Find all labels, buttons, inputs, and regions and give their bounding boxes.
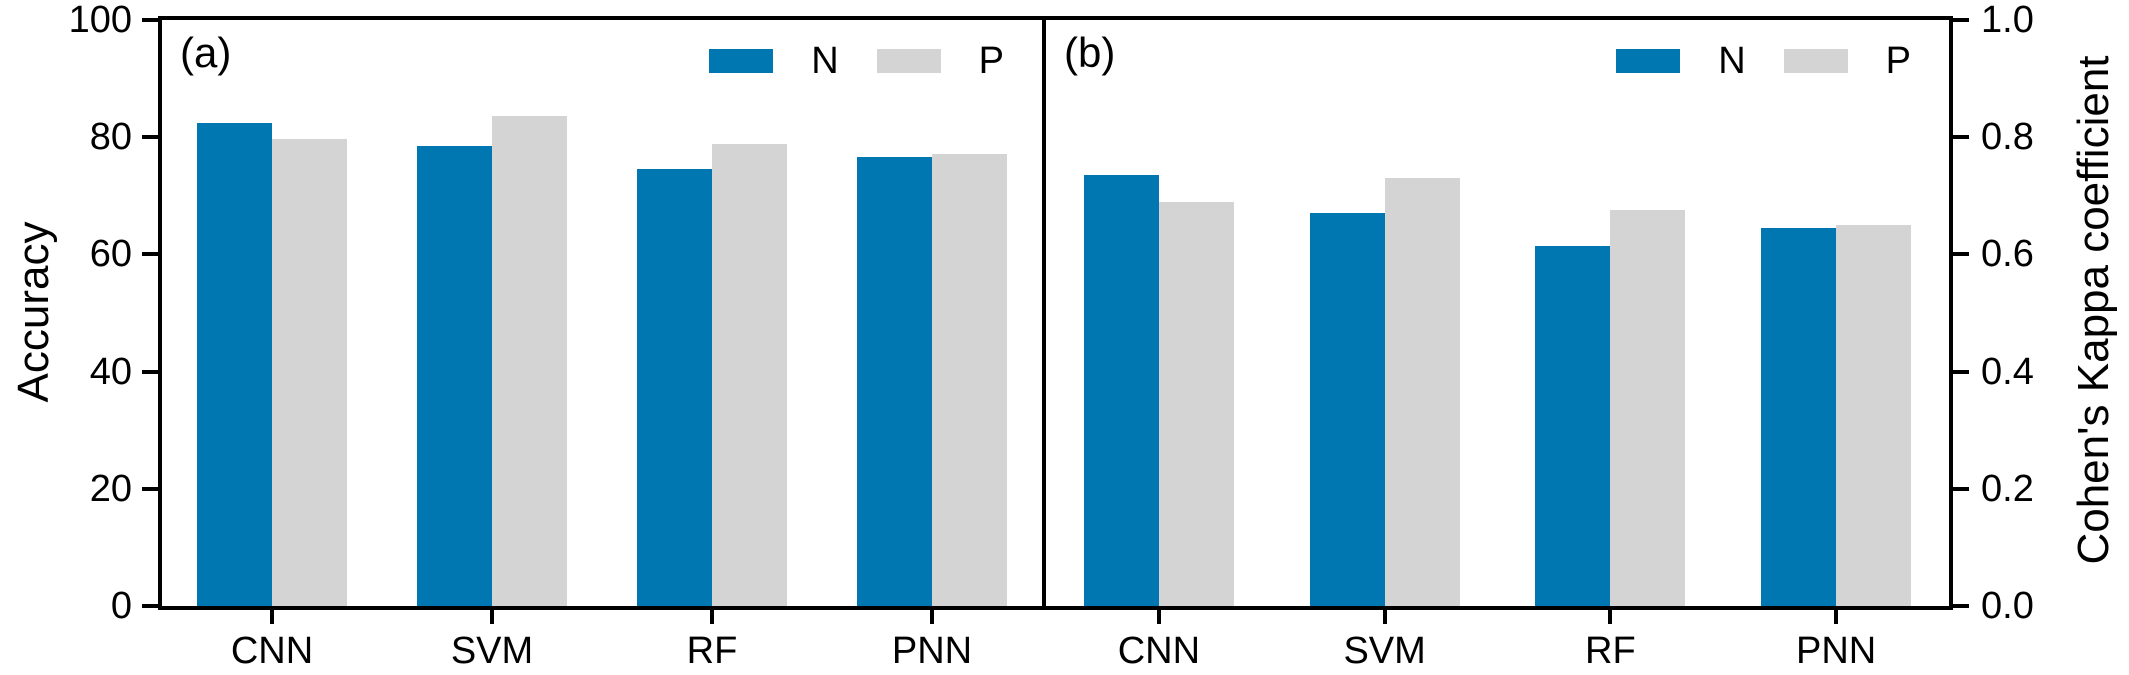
y-tick-mark: [1953, 252, 1969, 257]
bar-rf-p: [712, 143, 787, 606]
x-tick-label-rf: RF: [686, 630, 738, 672]
y-tick-label: 20: [89, 467, 132, 510]
bar-pnn-n: [1761, 228, 1837, 606]
panel-b-label: (b): [1064, 29, 1116, 76]
y-tick-label: 0.2: [1981, 467, 2034, 510]
bar-svm-p: [1384, 178, 1460, 606]
panel-a: CNN SVM RF PNN (a) N P: [162, 20, 1042, 670]
legend-label-n: N: [811, 40, 839, 82]
x-tick-label-cnn: CNN: [230, 630, 314, 672]
y-tick-mark: [1953, 486, 1969, 491]
y-tick-label: 0.8: [1981, 116, 2034, 159]
x-tick-pnn: [930, 610, 934, 624]
bar-cnn-n: [197, 122, 272, 606]
x-tick-pnn: [1834, 610, 1839, 624]
y-tick-mark: [142, 18, 158, 22]
bar-svm-n: [417, 146, 492, 606]
x-tick-svm: [490, 610, 494, 624]
x-tick-svm: [1382, 610, 1387, 624]
legend-swatch-n: [1616, 49, 1681, 73]
x-tick-rf: [710, 610, 714, 624]
legend-swatch-p: [876, 49, 941, 73]
x-tick-label-pnn: PNN: [891, 630, 973, 672]
bar-rf-n: [1535, 245, 1611, 606]
x-tick-label-cnn: CNN: [1117, 630, 1201, 672]
legend-swatch-n: [709, 49, 774, 73]
bar-pnn-p: [1836, 225, 1912, 606]
panel-b-bars: [1046, 20, 1949, 606]
y-tick-label: 80: [89, 116, 132, 159]
y-tick-mark: [1953, 135, 1969, 140]
panel-a-x-axis: CNN SVM RF PNN: [162, 20, 1042, 670]
y-tick-label: 0.4: [1981, 350, 2034, 393]
panel-divider: [1042, 20, 1046, 606]
plot-area: CNN SVM RF PNN (a) N P CNN SVM RF PNN (b) N P: [158, 16, 1953, 670]
bar-cnn-p: [272, 138, 347, 606]
panel-a-legend: N P: [709, 42, 1004, 80]
y-tick-mark: [1953, 369, 1969, 374]
y-axis-label-kappa: Cohen's Kappa coefficient: [2069, 55, 2118, 565]
y-tick-mark: [142, 369, 158, 374]
y-tick-mark: [142, 252, 158, 257]
bar-svm-n: [1309, 213, 1385, 606]
bar-svm-p: [492, 116, 567, 606]
y-tick-label: 100: [68, 0, 132, 41]
y-tick-mark: [142, 135, 158, 140]
x-tick-label-svm: SVM: [450, 630, 534, 672]
y-tick-mark: [1953, 604, 1969, 608]
x-tick-cnn: [1156, 610, 1161, 624]
panel-a-label: (a): [180, 29, 232, 76]
panel-b-x-axis: CNN SVM RF PNN: [1046, 20, 1949, 670]
bar-rf-n: [637, 169, 712, 606]
legend-label-p: P: [978, 40, 1004, 82]
x-tick-label-rf: RF: [1585, 630, 1636, 672]
x-tick-cnn: [270, 610, 274, 624]
y-tick-label: 1.0: [1981, 0, 2034, 41]
panel-b-legend: N P: [1616, 42, 1911, 80]
panel-a-bars: [162, 20, 1042, 606]
y-tick-label: 0.0: [1981, 585, 2034, 627]
legend-swatch-p: [1783, 49, 1848, 73]
bar-cnn-n: [1083, 175, 1159, 606]
bar-rf-p: [1610, 210, 1686, 606]
legend-label-n: N: [1718, 40, 1746, 82]
y-tick-label: 0: [110, 585, 132, 627]
x-tick-rf: [1608, 610, 1613, 624]
bar-pnn-p: [932, 154, 1007, 606]
x-tick-label-svm: SVM: [1343, 630, 1426, 672]
bar-cnn-p: [1158, 201, 1234, 606]
panel-b: CNN SVM RF PNN (b) N P: [1046, 20, 1949, 670]
legend-label-p: P: [1885, 40, 1911, 82]
y-tick-mark: [142, 486, 158, 491]
x-tick-label-pnn: PNN: [1796, 630, 1877, 672]
y-tick-mark: [142, 604, 158, 608]
y-tick-mark: [1953, 18, 1969, 22]
y-axis-label-accuracy: Accuracy: [9, 221, 58, 403]
y-tick-label: 0.6: [1981, 233, 2034, 276]
bar-pnn-n: [857, 156, 932, 606]
